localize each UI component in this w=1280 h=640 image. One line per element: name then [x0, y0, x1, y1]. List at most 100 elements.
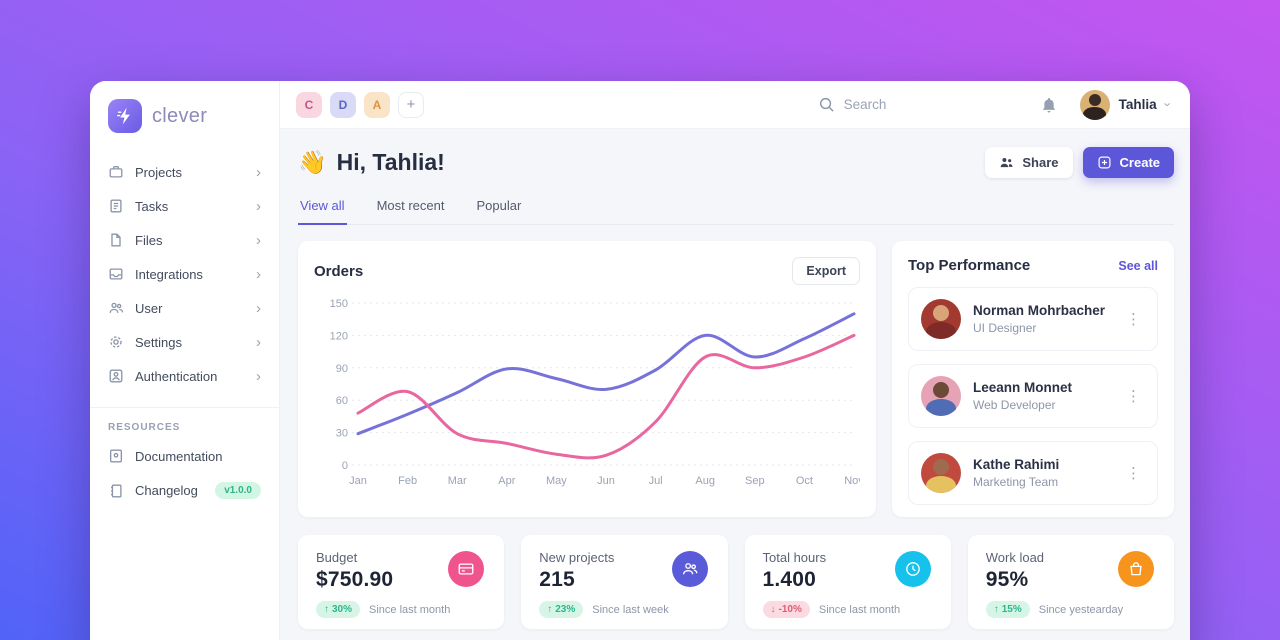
content-tabs: View all Most recent Popular: [298, 192, 1174, 225]
create-button[interactable]: Create: [1082, 147, 1174, 178]
tab-view-all[interactable]: View all: [298, 192, 347, 225]
sidebar: clever Projects › Tasks › Files › Integr…: [90, 81, 280, 640]
svg-text:0: 0: [342, 460, 348, 472]
performance-row: Leeann Monnet Web Developer ⋮: [908, 364, 1158, 428]
workspace-chip-c[interactable]: C: [296, 91, 322, 118]
kebab-menu-icon[interactable]: ⋮: [1126, 465, 1141, 482]
user-menu[interactable]: Tahlia ›: [1079, 89, 1175, 120]
stat-card-new-projects: New projects 215 ↑ 23% Since last week: [521, 535, 728, 629]
notifications-button[interactable]: [1040, 96, 1058, 114]
sidebar-item-label: User: [135, 300, 163, 316]
change-badge: ↑ 23%: [539, 601, 584, 618]
tab-most-recent[interactable]: Most recent: [376, 198, 445, 213]
svg-text:May: May: [546, 475, 567, 487]
stat-label: Work load: [985, 550, 1045, 565]
stat-period: Since yestearday: [1038, 603, 1124, 616]
sidebar-item-label: Changelog: [135, 483, 198, 498]
svg-text:Feb: Feb: [398, 475, 417, 487]
share-label: Share: [1022, 155, 1059, 170]
sidebar-divider: [90, 407, 279, 408]
arrow-up-icon: ↑: [324, 604, 329, 615]
sidebar-item-settings[interactable]: Settings ›: [90, 325, 279, 359]
change-value: 23%: [555, 604, 576, 615]
stat-card-total-hours: Total hours 1.400 ↓ -10% Since last month: [744, 535, 951, 629]
sidebar-item-documentation[interactable]: Documentation: [90, 439, 279, 473]
orders-chart-area: 0 30 60 90 120 150 Jan Feb Mar Apr May Jun Jul Aug Sep…: [314, 293, 860, 489]
chevron-right-icon: ›: [256, 163, 261, 181]
svg-text:Oct: Oct: [796, 475, 813, 487]
app-window: clever Projects › Tasks › Files › Integr…: [90, 81, 1190, 640]
sidebar-item-label: Authentication: [135, 368, 218, 384]
see-all-link[interactable]: See all: [1118, 258, 1158, 273]
sidebar-item-label: Projects: [135, 164, 182, 180]
stat-card-work-load: Work load 95% ↑ 15% Since yestearday: [967, 535, 1174, 629]
svg-text:90: 90: [336, 363, 348, 375]
person-name: Norman Mohrbacher: [973, 303, 1106, 318]
user-frame-icon: [109, 369, 123, 383]
export-button[interactable]: Export: [792, 257, 860, 285]
person-name: Leeann Monnet: [973, 380, 1073, 395]
main-content: 👋 Hi, Tahlia! Share Create View all M: [280, 129, 1190, 640]
sidebar-item-projects[interactable]: Projects ›: [90, 155, 279, 189]
page-title: 👋 Hi, Tahlia!: [298, 149, 445, 176]
stat-value: 1.400: [762, 568, 817, 591]
clock-icon: [894, 551, 931, 587]
stat-period: Since last week: [592, 603, 669, 616]
sidebar-item-integrations[interactable]: Integrations ›: [90, 257, 279, 291]
arrow-down-icon: ↓: [770, 604, 776, 615]
sidebar-item-user[interactable]: User ›: [90, 291, 279, 325]
svg-text:Aug: Aug: [695, 475, 715, 487]
sidebar-item-label: Settings: [135, 334, 182, 350]
change-badge: ↓ -10%: [762, 601, 810, 618]
share-users-icon: [1001, 158, 1013, 168]
chevron-right-icon: ›: [256, 333, 261, 351]
change-value: 30%: [332, 604, 353, 615]
briefcase-icon: [109, 166, 123, 178]
top-performance-card: Top Performance See all Norman Mohrbache…: [892, 241, 1174, 517]
kebab-menu-icon[interactable]: ⋮: [1126, 388, 1141, 405]
user-name: Tahlia: [1118, 97, 1157, 112]
users-icon: [671, 551, 708, 587]
chevron-right-icon: ›: [256, 197, 261, 215]
stat-card-budget: Budget $750.90 ↑ 30% Since last month: [298, 535, 505, 629]
person-name: Kathe Rahimi: [973, 457, 1060, 472]
brand-logo[interactable]: clever: [90, 95, 279, 151]
orders-card: Orders Export 0 30 60 90 120 150 Jan Feb Mar Apr M…: [298, 241, 876, 517]
svg-text:Jan: Jan: [349, 475, 367, 487]
stat-value: 95%: [985, 568, 1029, 591]
search-box[interactable]: [818, 96, 1028, 113]
orders-card-title: Orders: [314, 262, 364, 280]
svg-text:150: 150: [330, 298, 348, 310]
add-workspace-button[interactable]: +: [398, 91, 424, 118]
credit-card-icon: [448, 551, 485, 587]
stat-period: Since last month: [818, 603, 901, 616]
wave-emoji: 👋: [298, 149, 327, 175]
person-avatar: [921, 299, 961, 339]
kebab-menu-icon[interactable]: ⋮: [1126, 311, 1141, 328]
sidebar-nav: Projects › Tasks › Files › Integrations …: [90, 151, 279, 397]
svg-text:120: 120: [330, 330, 348, 342]
stat-label: Total hours: [762, 550, 827, 565]
plus-square-icon: [1098, 156, 1111, 169]
sidebar-item-files[interactable]: Files ›: [90, 223, 279, 257]
tab-popular[interactable]: Popular: [476, 198, 522, 213]
share-button[interactable]: Share: [985, 147, 1073, 178]
search-input[interactable]: [843, 97, 1004, 112]
create-label: Create: [1119, 155, 1160, 170]
stat-value: $750.90: [316, 568, 394, 591]
workspace-chip-a[interactable]: A: [364, 91, 390, 118]
sidebar-item-tasks[interactable]: Tasks ›: [90, 189, 279, 223]
workspace-chip-d[interactable]: D: [330, 91, 356, 118]
sidebar-item-authentication[interactable]: Authentication ›: [90, 359, 279, 393]
sidebar-item-label: Documentation: [135, 448, 223, 464]
person-role: Marketing Team: [973, 475, 1059, 489]
person-avatar: [921, 376, 961, 416]
svg-text:Mar: Mar: [448, 475, 467, 487]
sidebar-item-changelog[interactable]: Changelog v1.0.0: [90, 473, 279, 508]
orders-chart: 0 30 60 90 120 150 Jan Feb Mar Apr May Jun Jul Aug Sep…: [330, 298, 860, 487]
stat-label: Budget: [316, 550, 358, 565]
tasks-icon: [110, 199, 122, 213]
version-badge: v1.0.0: [215, 482, 261, 499]
lightning-logo-icon: [108, 99, 142, 133]
person-avatar: [921, 453, 961, 493]
